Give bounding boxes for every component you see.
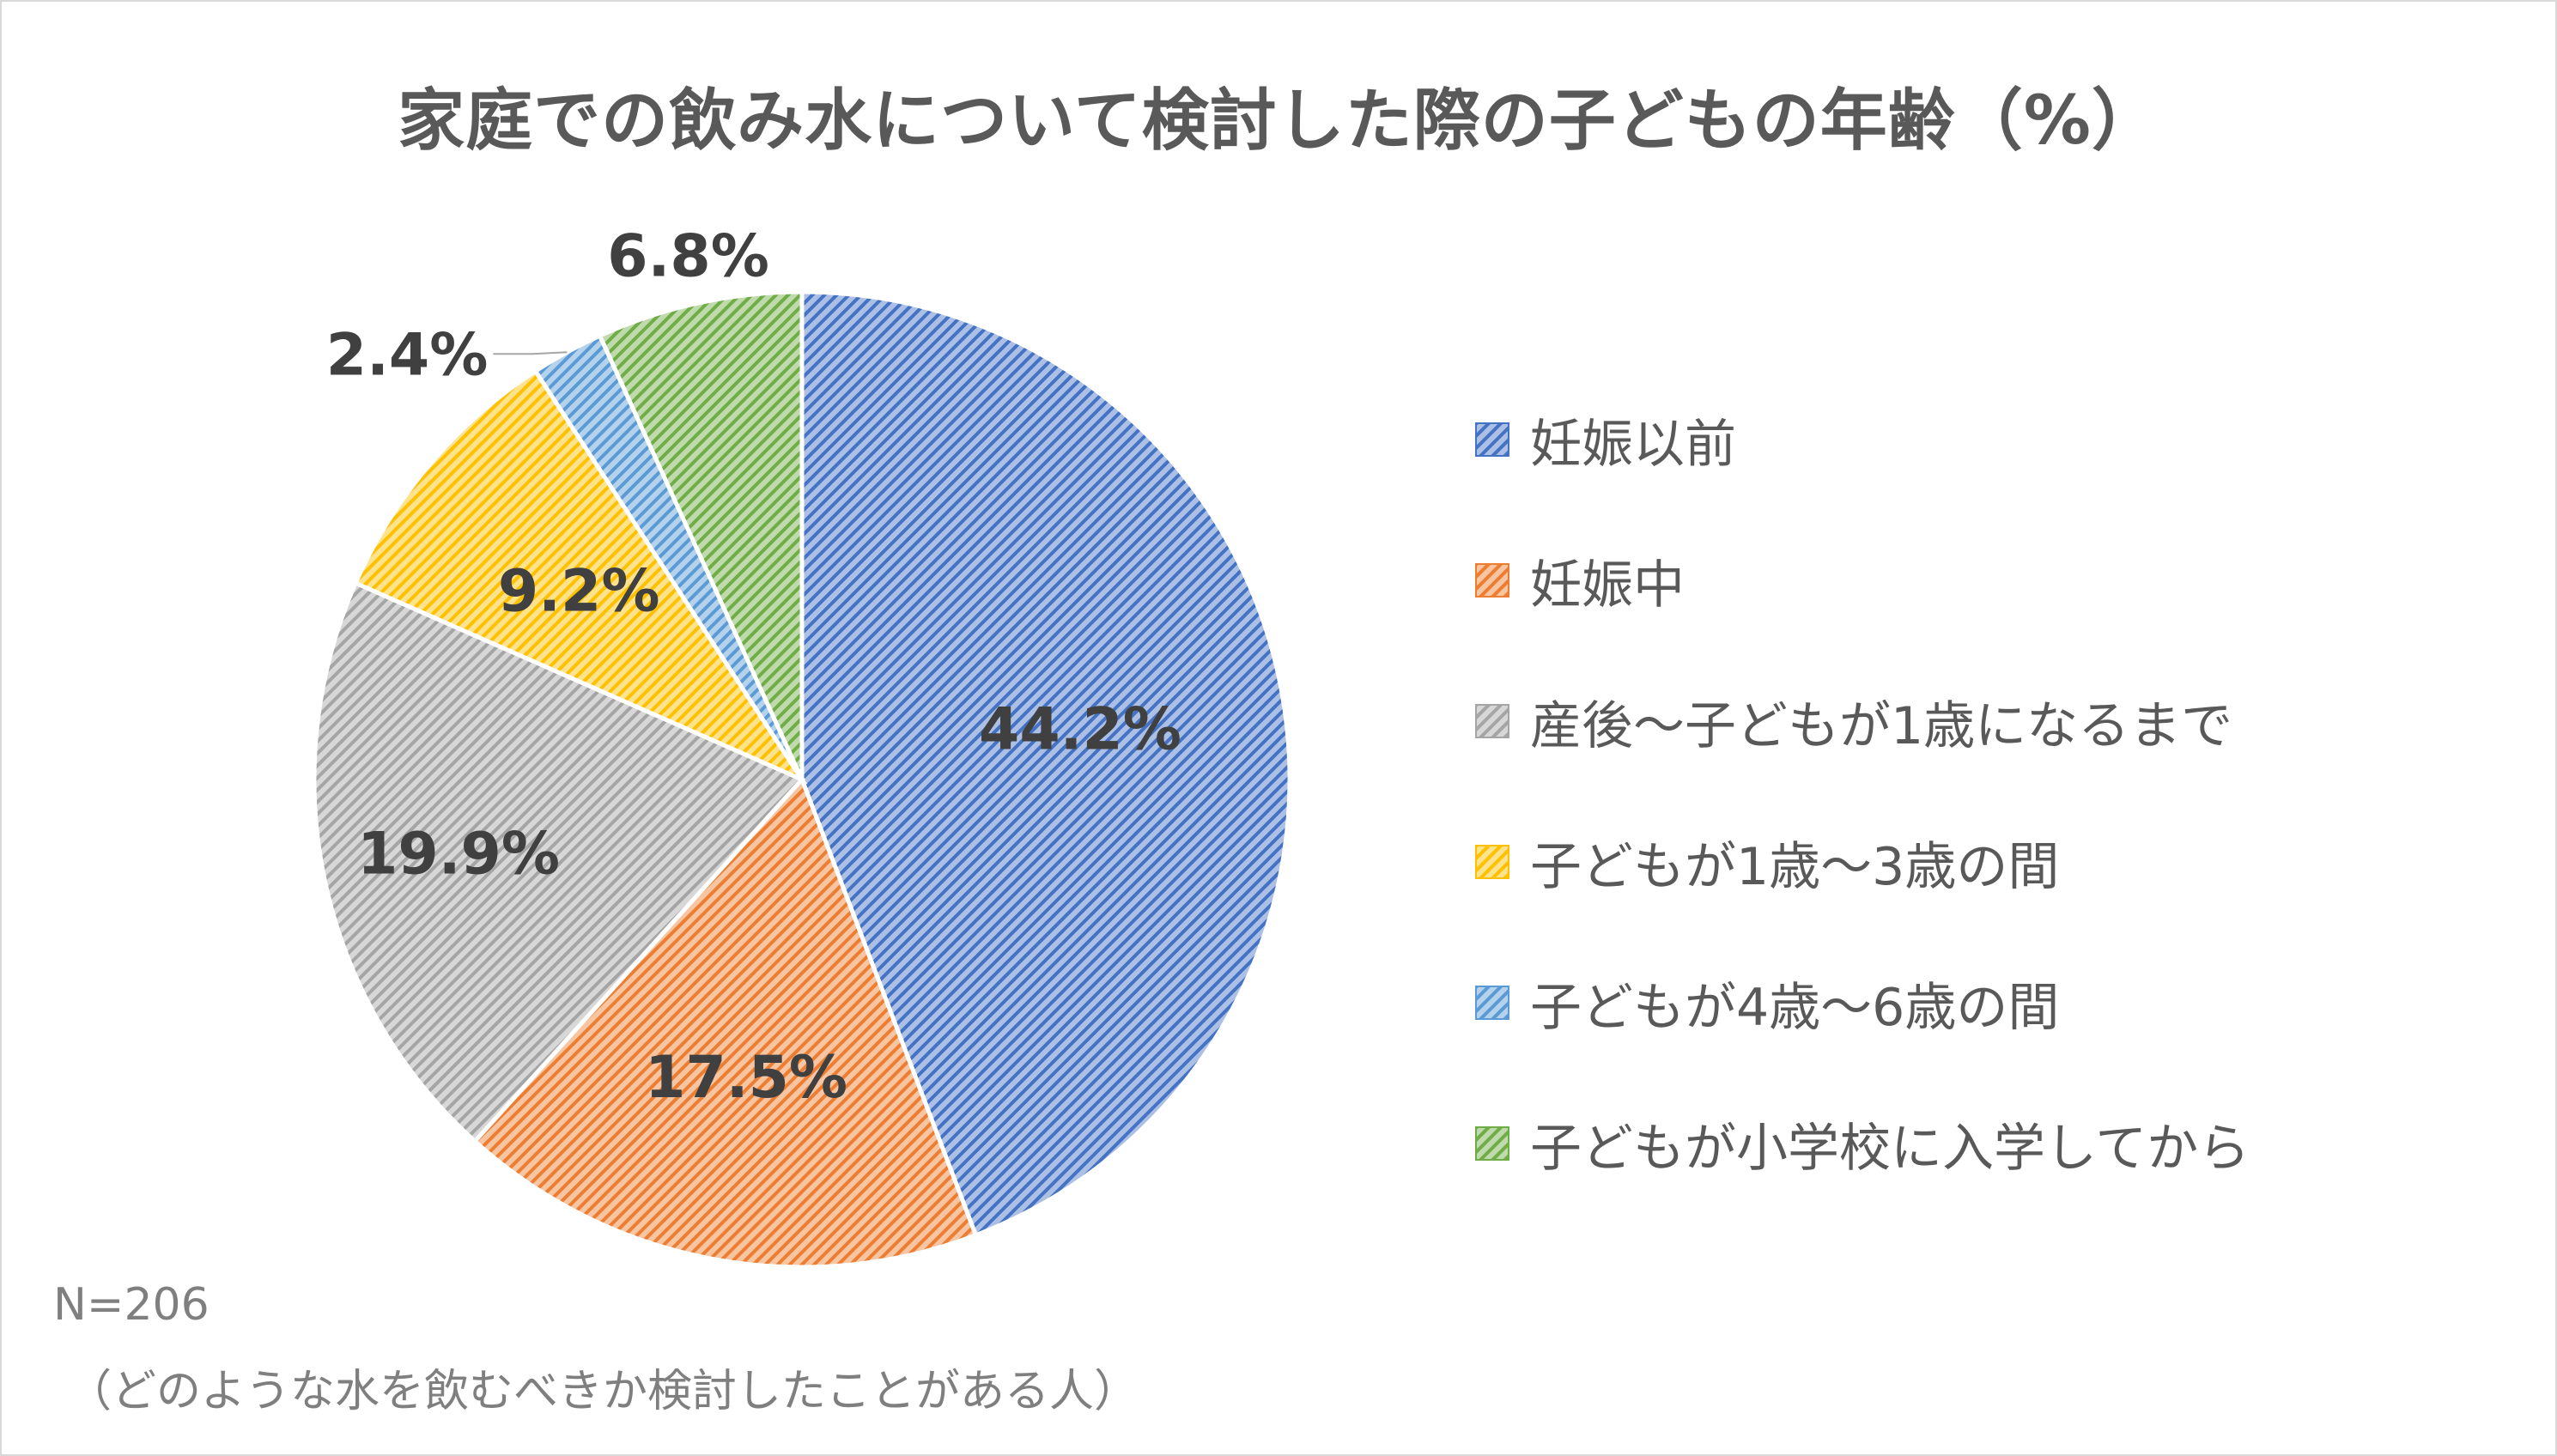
legend-swatch-after-elementary xyxy=(1475,1126,1509,1161)
legend-swatch-pre-pregnancy xyxy=(1475,422,1509,457)
legend-swatch-pregnancy xyxy=(1475,563,1509,598)
pie-slice-age-1-3 xyxy=(352,367,808,785)
data-label-pregnancy: 17.5% xyxy=(645,1044,847,1112)
legend-swatch-postpartum-to-1y xyxy=(1475,704,1509,738)
data-label-after-elementary: 6.8% xyxy=(607,222,769,290)
pie-slice-after-elementary xyxy=(597,289,805,781)
legend-label-pre-pregnancy: 妊娠以前 xyxy=(1530,414,1736,475)
legend-item-age-1-3: 子どもが1歳～3歳の間 xyxy=(1475,792,2250,932)
legend-label-age-1-3: 子どもが1歳～3歳の間 xyxy=(1530,836,2060,897)
pie-slice-pre-pregnancy xyxy=(799,289,1292,1238)
data-label-age-4-6: 2.4% xyxy=(326,321,489,389)
sample-size-note: N=206 xyxy=(53,1279,210,1331)
chart-title: 家庭での飲み水について検討した際の子どもの年齢（%） xyxy=(398,82,2159,160)
legend-swatch-age-4-6 xyxy=(1475,986,1509,1020)
legend-item-pre-pregnancy: 妊娠以前 xyxy=(1475,369,2250,510)
pie-slice-postpartum-to-1y xyxy=(312,579,806,1144)
chart-legend: 妊娠以前妊娠中産後～子どもが1歳になるまで 子どもが1歳～3歳の間 子どもが4歳～6… xyxy=(1475,369,2250,1214)
pie-slice-pregnancy xyxy=(471,775,979,1270)
legend-item-pregnancy: 妊娠中 xyxy=(1475,510,2250,651)
pie-slices xyxy=(312,289,1292,1270)
data-label-age-1-3: 9.2% xyxy=(498,557,660,625)
data-label-postpartum-to-1y: 19.9% xyxy=(357,820,560,888)
legend-item-postpartum-to-1y: 産後～子どもが1歳になるまで xyxy=(1475,651,2250,792)
legend-item-after-elementary: 子どもが小学校に入学してから xyxy=(1475,1073,2250,1214)
legend-swatch-age-1-3 xyxy=(1475,845,1509,879)
legend-item-age-4-6: 子どもが4歳～6歳の間 xyxy=(1475,932,2250,1073)
legend-label-age-4-6: 子どもが4歳～6歳の間 xyxy=(1530,977,2060,1038)
legend-label-pregnancy: 妊娠中 xyxy=(1530,555,1685,616)
pie-data-labels: 44.2% 17.5% 19.9% 9.2% 2.4% 6.8% xyxy=(326,222,1181,1112)
respondents-note: （どのような水を飲むべきか検討したことがある人） xyxy=(67,1366,1139,1417)
leader-line-age-4-6 xyxy=(493,351,568,355)
legend-label-postpartum-to-1y: 産後～子どもが1歳になるまで xyxy=(1530,695,2233,756)
data-label-pre-pregnancy: 44.2% xyxy=(979,695,1181,763)
legend-label-after-elementary: 子どもが小学校に入学してから xyxy=(1530,1118,2250,1179)
